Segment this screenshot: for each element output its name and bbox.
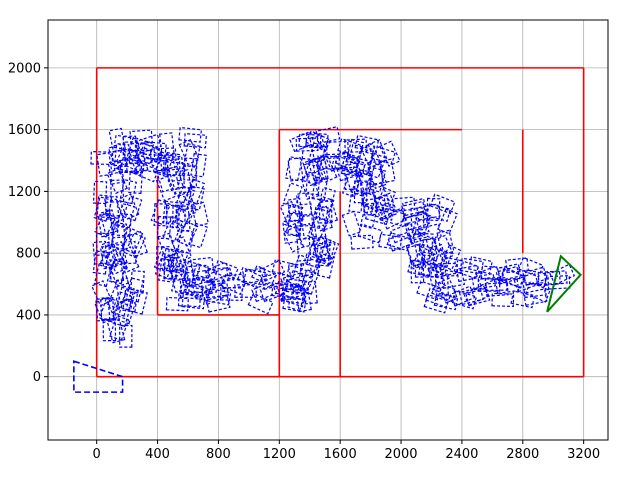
trajectory-footprint (155, 175, 177, 202)
y-tick-label: 0 (33, 370, 41, 385)
trajectory-footprint (379, 140, 401, 167)
trajectory-footprint (357, 223, 384, 244)
trajectory-footprint (219, 286, 243, 302)
trajectory-footprint (378, 233, 403, 251)
x-tick-label: 1200 (263, 447, 296, 462)
markers (73, 254, 583, 393)
trajectory-footprint (125, 277, 144, 303)
x-tick-label: 0 (93, 447, 101, 462)
trajectory-footprint (188, 222, 209, 249)
y-axis-ticks: 0 400 800 1200 1600 2000 (8, 61, 48, 385)
y-tick-label: 1200 (8, 185, 41, 200)
trajectory-footprint (300, 174, 320, 200)
x-tick-label: 2000 (384, 447, 417, 462)
x-tick-label: 3200 (567, 447, 600, 462)
trajectory-footprint (212, 259, 239, 281)
x-tick-label: 2400 (445, 447, 478, 462)
x-axis-ticks: 0 400 800 1200 1600 2000 2400 2800 3200 (93, 440, 600, 462)
x-tick-label: 1600 (324, 447, 357, 462)
trajectory-footprint (467, 256, 493, 275)
trajectory-footprint (178, 138, 200, 166)
trajectory-footprint (157, 232, 177, 259)
robot-trajectory (90, 125, 576, 348)
trajectory-footprint (183, 143, 201, 169)
plot-area-frame (47, 19, 609, 441)
trajectory-footprint (251, 281, 277, 303)
trajectory-footprint (499, 268, 526, 289)
trajectory-footprint (92, 240, 108, 265)
trajectory-footprint (370, 202, 396, 221)
maze-walls (95, 67, 585, 378)
start-pose-marker (73, 360, 124, 393)
trajectory-footprint (341, 210, 362, 237)
trajectory-footprint (284, 156, 303, 182)
y-tick-label: 800 (16, 247, 41, 262)
trajectory-footprint (280, 271, 306, 292)
trajectory-footprint (183, 157, 198, 181)
trajectory-footprint (247, 292, 274, 315)
y-tick-label: 400 (16, 308, 41, 323)
trajectory-footprint (425, 287, 451, 308)
y-tick-label: 2000 (8, 61, 41, 76)
y-tick-label: 1600 (8, 123, 41, 138)
goal-pose-marker (546, 254, 583, 313)
trajectory-footprint (350, 234, 374, 250)
x-tick-label: 800 (206, 447, 231, 462)
trajectory-footprint (165, 296, 189, 312)
trajectory-footprint (354, 134, 380, 153)
trajectory-footprint (287, 157, 304, 182)
x-tick-label: 400 (145, 447, 170, 462)
x-tick-label: 2800 (506, 447, 539, 462)
